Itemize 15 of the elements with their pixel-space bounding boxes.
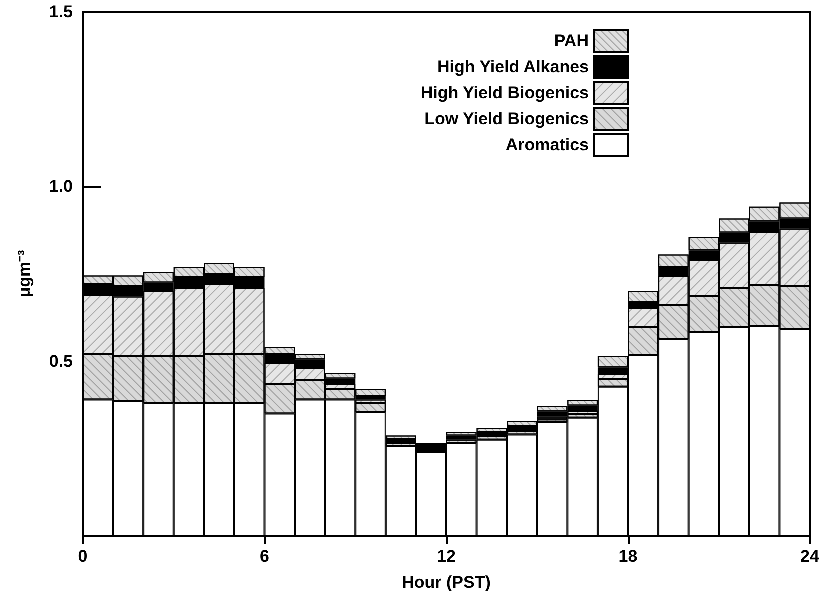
y-axis-title: μgm⁻³ <box>15 250 34 298</box>
legend-label: Low Yield Biogenics <box>424 110 589 128</box>
x-tick-label: 0 <box>78 547 88 566</box>
y-tick-label: 1.0 <box>49 177 73 196</box>
x-tick-label: 18 <box>618 547 638 566</box>
x-tick-label: 6 <box>260 547 270 566</box>
x-axis-title: Hour (PST) <box>402 573 491 592</box>
y-tick-label: 1.5 <box>49 2 73 22</box>
legend-label: High Yield Biogenics <box>420 84 589 102</box>
y-tick-label: 0.5 <box>49 352 73 371</box>
x-tick-label: 12 <box>437 547 456 566</box>
x-tick-label: 24 <box>800 547 820 566</box>
legend-label: PAH <box>554 32 589 50</box>
legend-label: Aromatics <box>506 136 589 154</box>
legend-label: High Yield Alkanes <box>438 58 589 76</box>
